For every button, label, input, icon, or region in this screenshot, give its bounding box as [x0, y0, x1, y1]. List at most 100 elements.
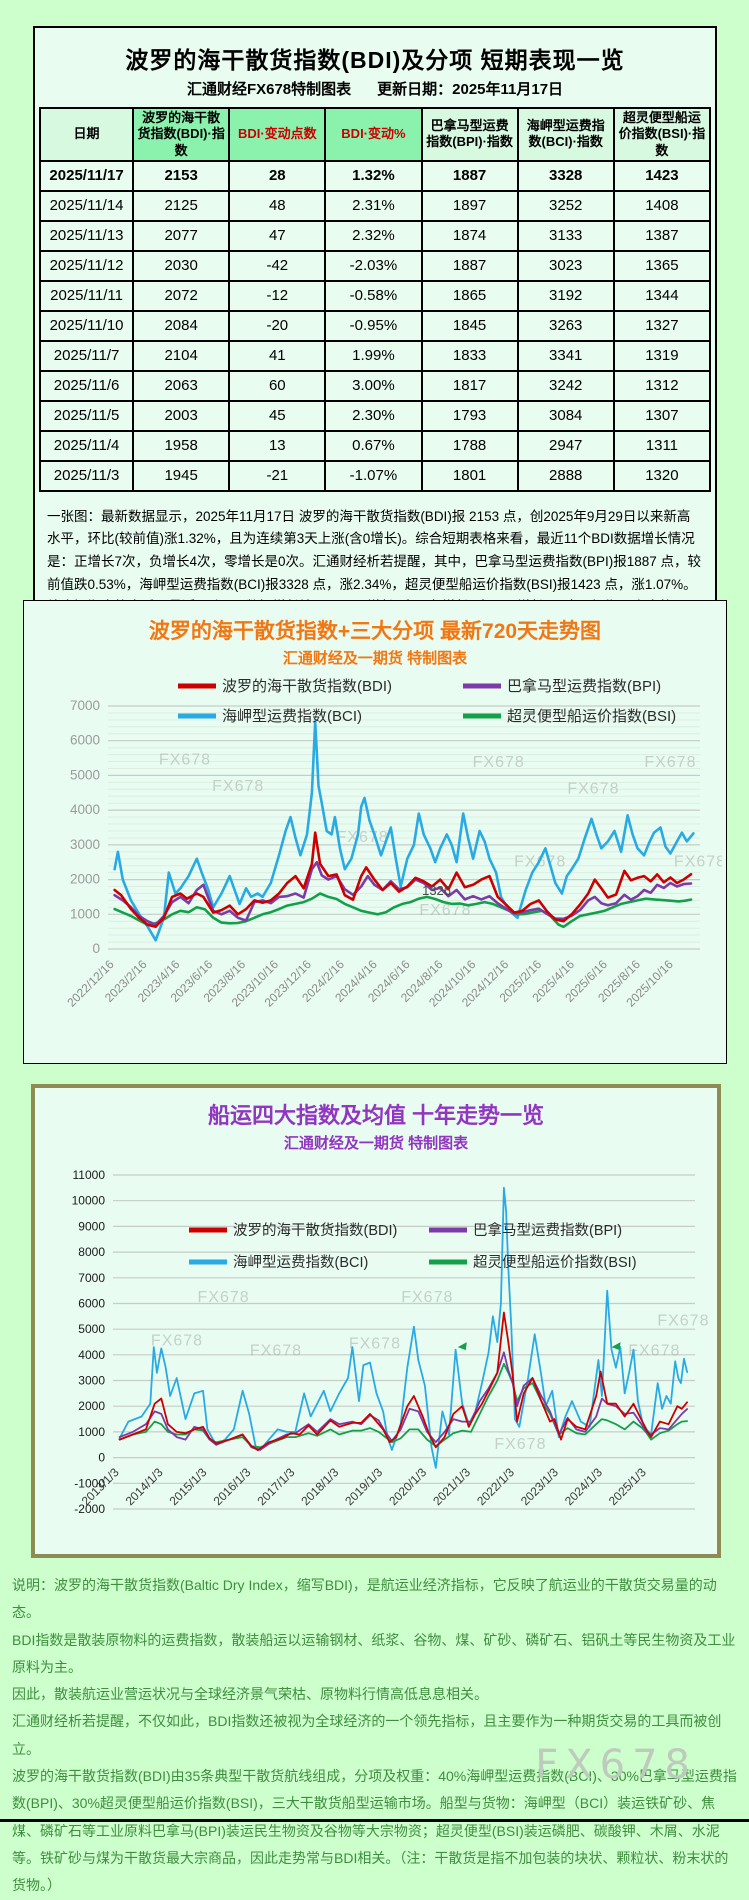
footer-notes: 说明：波罗的海干散货指数(Baltic Dry Index，缩写BDI)，是航运…: [12, 1572, 738, 1900]
table-row: 2025/11/5 2003 45 2.30% 1793 3084 1307: [38, 399, 712, 432]
table-cell: 2.32%: [324, 219, 423, 252]
table-cell: 45: [228, 399, 327, 432]
column-header: 日期: [38, 107, 135, 162]
table-subtitle-source: 汇通财经FX678特制图表: [186, 81, 352, 98]
table-cell: 2072: [132, 279, 231, 312]
column-header: 巴拿马型运费指数(BPI)·指数: [420, 107, 519, 162]
y-tick-label: -1000: [74, 1476, 105, 1490]
series-line-bdi: [118, 1311, 688, 1452]
x-tick-label: 2017/1/3: [254, 1465, 297, 1508]
chart-10y-svg: -2000 -1000 0 1000 2000 3000 4000 5000 6000 7000 8…: [72, 1168, 709, 1516]
column-header: BDI·变动点数: [228, 107, 327, 162]
y-tick-label: 4000: [78, 1348, 105, 1362]
table-cell: 0.67%: [324, 429, 423, 462]
table-cell: -12: [228, 279, 327, 312]
x-tick-label: 2023/1/3: [518, 1465, 561, 1508]
y-tick-label: 1000: [78, 1425, 105, 1439]
chart-10y-title: 船运四大指数及均值 十年走势一览: [207, 1103, 545, 1128]
y-tick-label: 6000: [70, 733, 100, 748]
table-cell: 2084: [132, 309, 231, 342]
chart-watermark: FX678: [628, 1342, 680, 1359]
table-cell: 2947: [516, 429, 615, 462]
table-cell: 2025/11/17: [38, 159, 135, 192]
table-cell: -2.03%: [324, 249, 423, 282]
note-paragraph: 一张图：最新数据显示，2025年11月17日 波罗的海干散货指数(BDI)报 2…: [47, 508, 702, 637]
chart-watermark: FX678: [198, 1289, 250, 1306]
chart-watermark: FX678: [644, 754, 696, 771]
short-term-table-panel: 波罗的海干散货指数(BDI)及分项 短期表现一览 汇通财经FX678特制图表 更新…: [33, 26, 717, 656]
column-header: 海岬型运费指数(BCI)·指数: [516, 107, 615, 162]
y-tick-label: 11000: [73, 1168, 106, 1182]
y-tick-label: 4000: [70, 802, 100, 817]
footer-line: 说明：波罗的海干散货指数(Baltic Dry Index，缩写BDI)，是航运…: [12, 1577, 717, 1621]
footer-line: 因此，散装航运业营运状况与全球经济景气荣枯、原物料行情高低息息相关。: [12, 1686, 488, 1703]
table-row: 2025/11/6 2063 60 3.00% 1817 3242 1312: [38, 369, 712, 402]
table-row: 2025/11/10 2084 -20 -0.95% 1845 3263 1327: [38, 309, 712, 342]
table-cell: 2077: [132, 219, 231, 252]
table-cell: 2888: [516, 459, 615, 492]
table-cell: 1327: [612, 309, 712, 342]
table-cell: 60: [228, 369, 327, 402]
table-cell: 1865: [420, 279, 519, 312]
table-cell: 2025/11/4: [38, 429, 135, 462]
page: { "watermark_text": "FX678", "table_sect…: [0, 26, 749, 1894]
table-cell: 3263: [516, 309, 615, 342]
table-cell: 2063: [132, 369, 231, 402]
chart-watermark: FX678: [349, 1336, 401, 1353]
x-tick-label: 2019/1/3: [342, 1465, 385, 1508]
chart-watermark: FX678: [151, 1332, 203, 1349]
chart-watermark: FX678: [401, 1289, 453, 1306]
legend-label-bpi: 巴拿马型运费指数(BPI): [473, 1221, 622, 1239]
table-cell: 1874: [420, 219, 519, 252]
marker-arrow: [457, 1342, 467, 1351]
y-tick-label: 3000: [70, 837, 100, 852]
table-row: 2025/11/4 1958 13 0.67% 1788 2947 1311: [38, 429, 712, 462]
x-tick-label: 2025/1/3: [606, 1465, 649, 1508]
table-row: 2025/11/3 1945 -21 -1.07% 1801 2888 1320: [38, 459, 712, 492]
table-cell: 1845: [420, 309, 519, 342]
table-cell: 3328: [516, 159, 615, 192]
table-cell: 1320: [612, 459, 712, 492]
bottom-border: [0, 1819, 749, 1822]
chart-watermark: FX678: [337, 829, 389, 846]
table-cell: 3252: [516, 189, 615, 222]
legend-label-bdi: 波罗的海干散货指数(BDI): [233, 1222, 397, 1239]
table-cell: -0.95%: [324, 309, 423, 342]
table-cell: 1319: [612, 339, 712, 372]
table-cell: 1307: [612, 399, 712, 432]
series-line-bdi: [113, 831, 693, 929]
table-cell: 1897: [420, 189, 519, 222]
table-cell: 1.32%: [324, 159, 423, 192]
x-tick-label: 2015/1/3: [167, 1465, 210, 1508]
table-cell: 1.99%: [324, 339, 423, 372]
table-cell: 47: [228, 219, 327, 252]
y-tick-label: 7000: [70, 698, 100, 713]
table-cell: 1833: [420, 339, 519, 372]
y-tick-label: 0: [98, 1451, 105, 1465]
table-cell: 2025/11/6: [38, 369, 135, 402]
table-cell: 1801: [420, 459, 519, 492]
chart-watermark: FX678: [250, 1342, 302, 1359]
legend-label-bsi: 超灵便型船运价指数(BSI): [473, 1254, 637, 1271]
chart-watermark: FX678: [494, 1436, 546, 1453]
fx678-watermark: FX678: [535, 1742, 697, 1788]
legend-label-bci: 海岬型运费指数(BCI): [233, 1254, 368, 1271]
data-table: 日期 波罗的海干散货指数(BDI)·指数 BDI·变动点数 BDI·变动% 巴拿马型运费…: [38, 107, 712, 492]
chart-watermark: FX678: [473, 754, 525, 771]
table-row: 2025/11/7 2104 41 1.99% 1833 3341 1319: [38, 339, 712, 372]
table-cell: -1.07%: [324, 459, 423, 492]
table-cell: 3023: [516, 249, 615, 282]
y-tick-label: 9000: [78, 1219, 105, 1233]
y-tick-label: 8000: [78, 1245, 105, 1259]
x-tick-label: 2014/1/3: [123, 1465, 166, 1508]
y-tick-label: 1000: [70, 906, 100, 921]
table-cell: -21: [228, 459, 327, 492]
table-cell: 2025/11/13: [38, 219, 135, 252]
table-cell: 2.31%: [324, 189, 423, 222]
column-header: 波罗的海干散货指数(BDI)·指数: [132, 107, 231, 162]
column-header: 超灵便型船运价指数(BSI)·指数: [612, 107, 712, 162]
series-line-bci: [118, 1186, 688, 1469]
chart-720-panel: 波罗的海干散货指数+三大分项 最新720天走势图 汇通财经及一期货 特制图表 0…: [23, 600, 727, 1064]
x-tick-label: 2016/1/3: [211, 1465, 254, 1508]
table-cell: 1311: [612, 429, 712, 462]
